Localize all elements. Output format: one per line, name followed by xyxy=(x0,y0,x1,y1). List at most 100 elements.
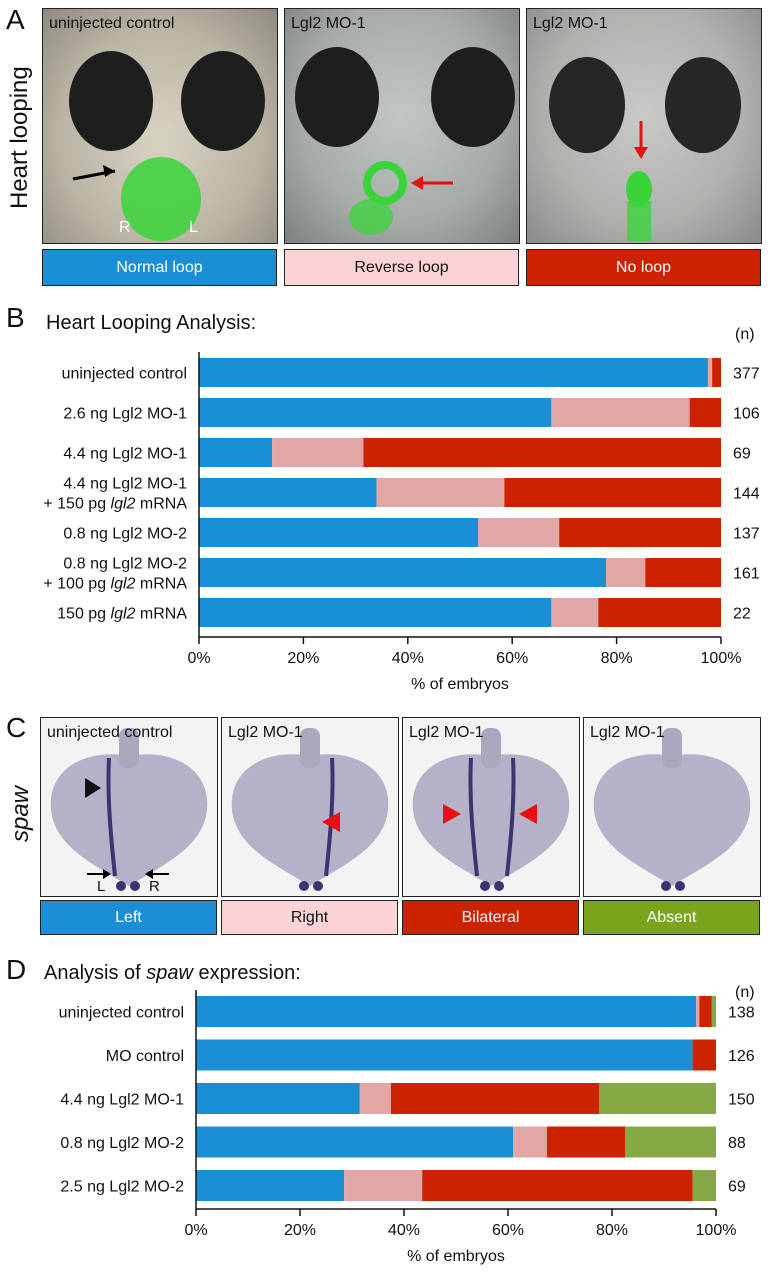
bar-segment-0-2 xyxy=(199,438,273,467)
heart-image-control: uninjected control R L xyxy=(42,8,278,244)
category-label: 150 pg lgl2 mRNA xyxy=(57,606,187,623)
category-label: uninjected control xyxy=(59,1005,184,1022)
bar-segment-2-3 xyxy=(504,478,721,507)
category-left: Left xyxy=(40,900,217,935)
n-value: 144 xyxy=(733,486,760,503)
panel-d-n-header: (n) xyxy=(735,984,755,1001)
category-absent: Absent xyxy=(583,900,760,935)
category-normal-loop: Normal loop xyxy=(42,249,277,286)
bar-segment-1-0 xyxy=(707,358,713,387)
category-bilateral: Bilateral xyxy=(402,900,579,935)
bar-segment-2-0 xyxy=(712,358,721,387)
spaw-expression-chart: uninjected control 138 MO control 126 4.4 ng… xyxy=(59,990,755,1265)
category-label: 4.4 ng Lgl2 MO-1 xyxy=(60,1092,184,1109)
x-tick-label: 40% xyxy=(388,1222,420,1239)
bar-segment-2-5 xyxy=(645,558,721,587)
bar-segment-2-4 xyxy=(559,518,721,547)
spaw-image-right: Lgl2 MO-1 xyxy=(221,717,399,897)
category-label: 0.8 ng Lgl2 MO-2 xyxy=(63,526,187,543)
bar-segment-1-1 xyxy=(551,398,690,427)
bar-segment-0-0 xyxy=(196,996,697,1027)
category-label: 2.5 ng Lgl2 MO-2 xyxy=(60,1179,184,1196)
bar-segment-3-3 xyxy=(625,1126,716,1158)
bar-segment-1-2 xyxy=(272,438,364,467)
category-label: + 100 pg lgl2 mRNA xyxy=(43,576,187,593)
heart-image-control-label: uninjected control xyxy=(49,15,175,32)
bar-segment-1-0 xyxy=(696,996,700,1027)
n-value: 137 xyxy=(733,526,760,543)
category-label: 4.4 ng Lgl2 MO-1 xyxy=(63,446,187,463)
panel-b-title: Heart Looping Analysis: xyxy=(46,312,257,334)
x-axis-title: % of embryos xyxy=(411,676,509,693)
panel-a-letter: A xyxy=(6,4,25,35)
bar-segment-0-3 xyxy=(199,478,377,507)
heart-image-noloop-label: Lgl2 MO-1 xyxy=(533,15,608,32)
n-value: 138 xyxy=(728,1005,755,1022)
bar-segment-1-2 xyxy=(359,1083,391,1114)
x-tick-label: 80% xyxy=(601,650,633,667)
n-value: 161 xyxy=(733,566,760,583)
panel-c-side-label: spaw xyxy=(7,785,34,843)
spaw-image-left: uninjected control L R xyxy=(40,717,218,897)
panel-b-n-header: (n) xyxy=(735,326,755,343)
bar-segment-0-1 xyxy=(196,1039,693,1071)
x-tick-label: 80% xyxy=(596,1222,628,1239)
x-tick-label: 0% xyxy=(187,650,210,667)
bar-segment-0-2 xyxy=(196,1083,360,1114)
category-label: 0.8 ng Lgl2 MO-2 xyxy=(63,556,187,573)
spaw-image-bilateral-label: Lgl2 MO-1 xyxy=(409,724,484,741)
category-reverse-loop: Reverse loop xyxy=(284,249,519,286)
bar-segment-3-0 xyxy=(711,996,716,1027)
n-value: 69 xyxy=(733,446,751,463)
x-tick-label: 20% xyxy=(284,1222,316,1239)
spaw-image-left-label: uninjected control xyxy=(47,724,173,741)
category-no-loop: No loop xyxy=(526,249,761,286)
category-label: 0.8 ng Lgl2 MO-2 xyxy=(60,1135,184,1152)
bar-segment-1-3 xyxy=(376,478,505,507)
x-tick-label: 20% xyxy=(287,650,319,667)
bar-segment-0-6 xyxy=(199,598,552,627)
bar-segment-1-4 xyxy=(344,1170,423,1201)
category-right: Right xyxy=(221,900,398,935)
category-label: + 150 pg lgl2 mRNA xyxy=(43,496,187,513)
bar-segment-3-2 xyxy=(599,1083,716,1114)
spaw-image-absent-label: Lgl2 MO-1 xyxy=(590,724,665,741)
panel-d-title-italic: spaw xyxy=(146,962,193,984)
category-label: 2.6 ng Lgl2 MO-1 xyxy=(63,406,187,423)
panel-a-side-label: Heart looping xyxy=(6,66,33,209)
n-value: 88 xyxy=(728,1135,746,1152)
bar-segment-0-4 xyxy=(196,1170,345,1201)
bar-segment-0-3 xyxy=(196,1126,514,1158)
heart-looping-chart: uninjected control 377 2.6 ng Lgl2 MO-1 106… xyxy=(43,352,760,693)
category-label: uninjected control xyxy=(62,366,187,383)
bar-segment-1-4 xyxy=(478,518,560,547)
x-tick-label: 60% xyxy=(496,650,528,667)
bar-segment-2-6 xyxy=(598,598,721,627)
x-tick-label: 0% xyxy=(184,1222,207,1239)
left-side-mark-c: L xyxy=(97,878,106,895)
x-tick-label: 100% xyxy=(701,650,742,667)
left-side-mark: L xyxy=(189,219,198,236)
bar-segment-3-4 xyxy=(692,1170,716,1201)
spaw-image-bilateral: Lgl2 MO-1 xyxy=(402,717,580,897)
spaw-image-absent: Lgl2 MO-1 xyxy=(583,717,761,897)
x-tick-label: 40% xyxy=(392,650,424,667)
panel-d-letter: D xyxy=(6,954,27,985)
panel-d-title: Analysis of spaw expression: xyxy=(44,962,301,985)
n-value: 126 xyxy=(728,1048,755,1065)
bar-segment-1-3 xyxy=(513,1126,547,1158)
x-tick-label: 60% xyxy=(492,1222,524,1239)
right-side-mark: R xyxy=(119,219,131,236)
heart-image-reverse-label: Lgl2 MO-1 xyxy=(291,15,366,32)
panel-d-title-suffix: expression: xyxy=(192,962,301,984)
right-side-mark-c: R xyxy=(149,878,160,895)
category-label: MO control xyxy=(106,1048,184,1065)
n-value: 377 xyxy=(733,366,760,383)
spaw-image-right-label: Lgl2 MO-1 xyxy=(228,724,303,741)
category-label: 4.4 ng Lgl2 MO-1 xyxy=(63,476,187,493)
bar-segment-2-4 xyxy=(422,1170,693,1201)
bar-segment-2-3 xyxy=(547,1126,625,1158)
bar-segment-0-5 xyxy=(199,558,607,587)
n-value: 22 xyxy=(733,606,751,623)
bar-segment-0-1 xyxy=(199,398,552,427)
